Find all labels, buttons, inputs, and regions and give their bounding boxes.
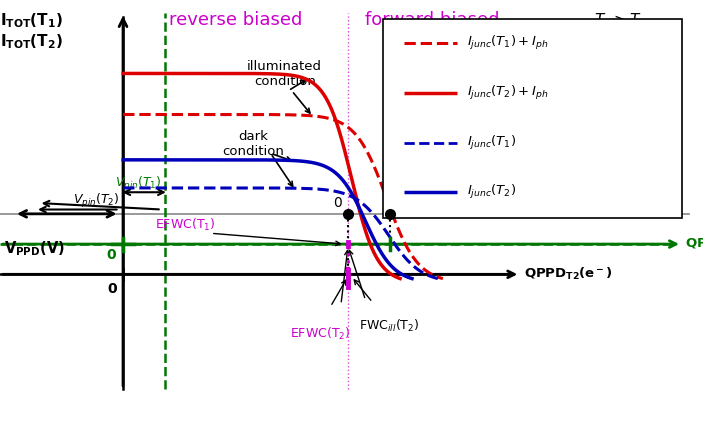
Text: illuminated
condition: illuminated condition <box>247 60 322 89</box>
Text: reverse biased: reverse biased <box>169 11 302 29</box>
FancyBboxPatch shape <box>383 19 682 218</box>
Text: $\mathbf{I_{TOT}(T_2)}$: $\mathbf{I_{TOT}(T_2)}$ <box>0 32 63 51</box>
Text: forward biased: forward biased <box>365 11 500 29</box>
Text: $\mathbf{QPPD_{T1}(e^-)}$: $\mathbf{QPPD_{T1}(e^-)}$ <box>685 236 703 252</box>
Text: $T_2>T_1$: $T_2>T_1$ <box>594 11 646 29</box>
Text: $\mathbf{V_{PPD}(V)}$: $\mathbf{V_{PPD}(V)}$ <box>4 240 64 258</box>
Text: FWC$_{ill}$(T$_2$): FWC$_{ill}$(T$_2$) <box>359 318 419 334</box>
Text: $V_{pin}(T_2)$: $V_{pin}(T_2)$ <box>73 192 120 210</box>
Text: $V_{pin}(T_1)$: $V_{pin}(T_1)$ <box>115 175 162 193</box>
Text: $I_{junc}(T_2)$: $I_{junc}(T_2)$ <box>467 183 517 201</box>
Text: $\mathbf{0}$: $\mathbf{0}$ <box>106 248 117 261</box>
Text: EFWC(T$_2$): EFWC(T$_2$) <box>290 326 350 342</box>
Text: $I_{junc}(T_1)$: $I_{junc}(T_1)$ <box>467 133 517 152</box>
Text: $I_{junc}(T_2)+I_{ph}$: $I_{junc}(T_2)+I_{ph}$ <box>467 84 549 102</box>
Text: $I_{junc}(T_1)+I_{ph}$: $I_{junc}(T_1)+I_{ph}$ <box>467 34 549 52</box>
Text: 0: 0 <box>334 196 342 210</box>
Text: $\mathbf{I_{TOT}(T_1)}$: $\mathbf{I_{TOT}(T_1)}$ <box>0 11 63 29</box>
Text: $\mathbf{QPPD_{T2}(e^-)}$: $\mathbf{QPPD_{T2}(e^-)}$ <box>524 266 612 283</box>
Text: FWC$_{ill}$(T$_1$): FWC$_{ill}$(T$_1$) <box>401 191 461 207</box>
Text: 0: 0 <box>108 282 117 296</box>
Text: EFWC(T$_1$): EFWC(T$_1$) <box>155 217 215 233</box>
Text: dark
condition: dark condition <box>222 130 284 158</box>
